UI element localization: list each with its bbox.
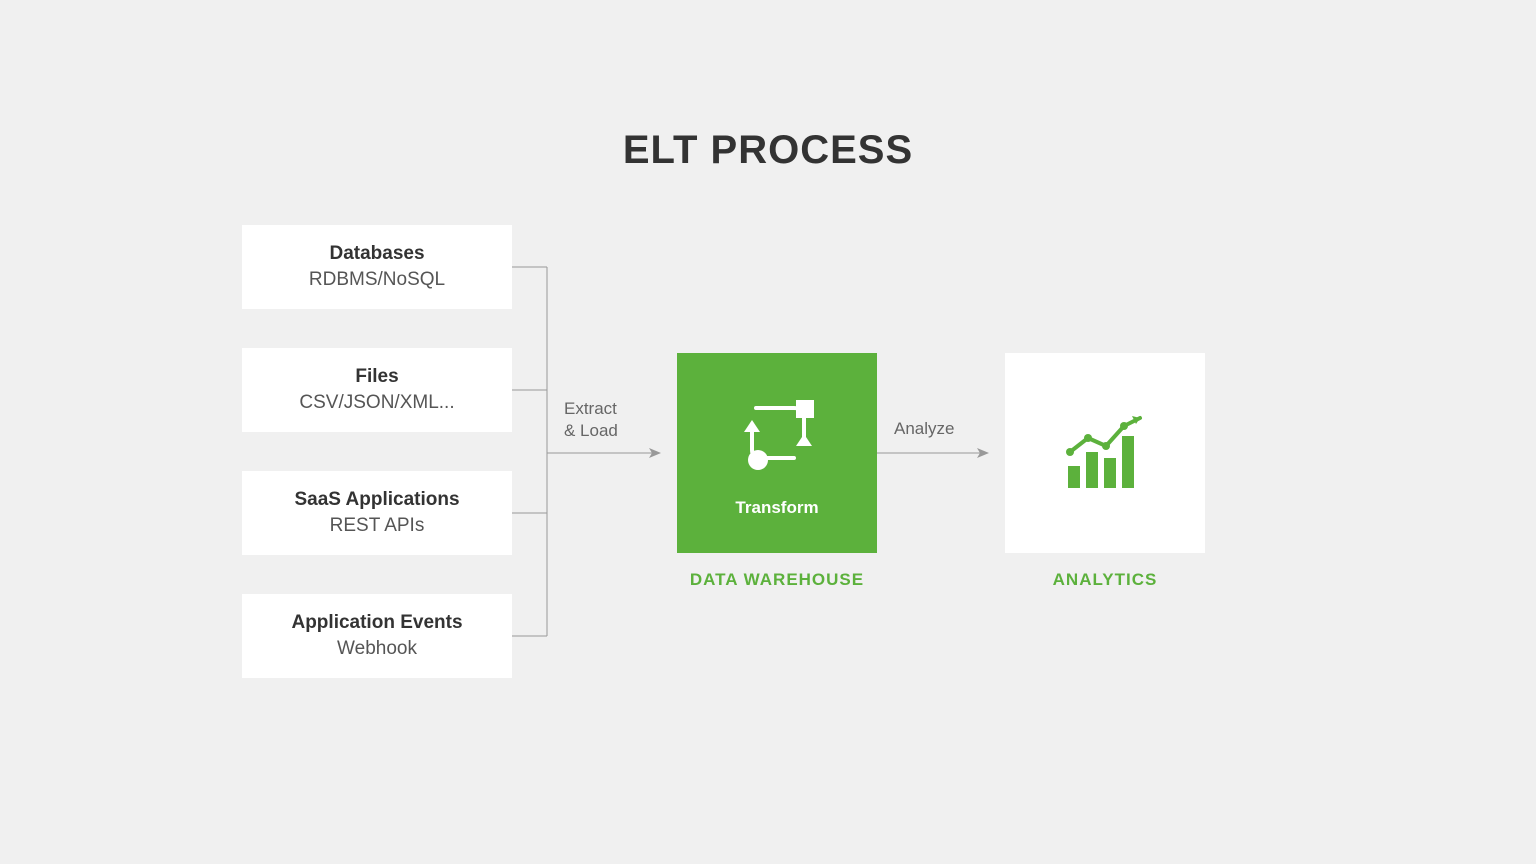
source-title: Application Events: [291, 610, 462, 636]
edge-label-analyze: Analyze: [894, 418, 954, 440]
source-files: Files CSV/JSON/XML...: [242, 348, 512, 432]
source-subtitle: CSV/JSON/XML...: [299, 390, 454, 416]
warehouse-caption: DATA WAREHOUSE: [677, 570, 877, 590]
transform-icon: [732, 388, 822, 478]
source-subtitle: Webhook: [337, 636, 417, 662]
analytics-caption: ANALYTICS: [1005, 570, 1205, 590]
data-warehouse-box: Transform: [677, 353, 877, 553]
edge-label-line2: & Load: [564, 421, 618, 440]
source-title: SaaS Applications: [294, 487, 459, 513]
source-subtitle: RDBMS/NoSQL: [309, 267, 445, 293]
source-events: Application Events Webhook: [242, 594, 512, 678]
diagram-title: ELT PROCESS: [0, 128, 1536, 173]
source-title: Databases: [329, 241, 424, 267]
source-saas: SaaS Applications REST APIs: [242, 471, 512, 555]
source-databases: Databases RDBMS/NoSQL: [242, 225, 512, 309]
edge-label-line1: Extract: [564, 399, 617, 418]
analytics-box: [1005, 353, 1205, 553]
source-subtitle: REST APIs: [330, 513, 425, 539]
source-title: Files: [355, 364, 398, 390]
transform-label: Transform: [735, 498, 818, 518]
analytics-chart-icon: [1060, 408, 1150, 498]
edge-label-extract-load: Extract & Load: [564, 398, 618, 442]
